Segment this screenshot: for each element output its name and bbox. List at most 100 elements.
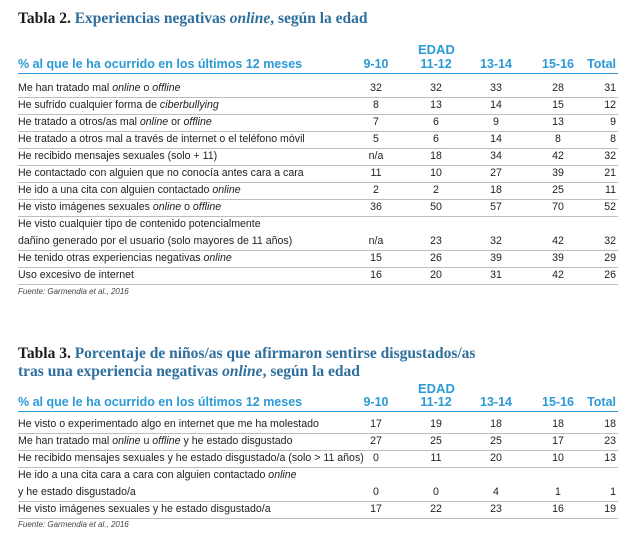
column-header: 9-10: [363, 395, 389, 409]
text-fragment: online: [139, 116, 169, 128]
table-cell: 25: [552, 184, 564, 196]
table-cell: 6: [433, 116, 439, 128]
row-label: He ido a una cita con alguien contactado…: [18, 184, 241, 196]
table-cell: 31: [490, 269, 502, 281]
table-row: He tenido otras experiencias negativas o…: [18, 250, 618, 268]
text-fragment: He recibido mensajes sexuales y he estad…: [18, 452, 364, 464]
table-row: He ido a una cita con alguien contactado…: [18, 182, 618, 200]
table-row: Me han tratado mal online o offline 32 32 3…: [18, 80, 618, 98]
table-cell: 13: [604, 452, 616, 464]
table-cell: 1: [555, 486, 561, 498]
table-cell: 42: [552, 235, 564, 247]
row-label: He tenido otras experiencias negativas o…: [18, 252, 232, 264]
table-cell: 27: [490, 167, 502, 179]
table-cell: 57: [490, 201, 502, 213]
row-label: Me han tratado mal online u offline y he…: [18, 435, 292, 447]
table-cell: 18: [430, 150, 442, 162]
text-fragment: offline: [152, 82, 181, 94]
text-fragment: Me han tratado mal: [18, 435, 113, 447]
table-cell: 5: [373, 133, 379, 145]
table-header-row: % al que le ha ocurrido en los últimos 1…: [18, 394, 618, 412]
table-cell: 14: [490, 133, 502, 145]
table-cell: 14: [490, 99, 502, 111]
row-label: Me han tratado mal online o offline: [18, 82, 181, 94]
row-label-line2: dañino generado por el usuario (solo may…: [18, 235, 292, 247]
row-label: He visto imágenes sexuales online o offl…: [18, 201, 221, 213]
text-fragment: online: [203, 252, 232, 264]
row-label: He tratado a otros mal a través de inter…: [18, 133, 305, 145]
row-label: He recibido mensajes sexuales y he estad…: [18, 452, 364, 464]
table-cell: 42: [552, 269, 564, 281]
text-fragment: offline: [183, 116, 212, 128]
text-fragment: He contactado con alguien que no conocía…: [18, 167, 304, 179]
caption-title: Experiencias negativas online, según la …: [75, 10, 368, 27]
table-cell: 0: [433, 486, 439, 498]
table-row: He visto o experimentado algo en interne…: [18, 416, 618, 434]
table-cell: 8: [555, 133, 561, 145]
text-fragment: online: [212, 184, 241, 196]
table-cell: 11: [430, 452, 442, 464]
text-fragment: Me han tratado mal: [18, 82, 113, 94]
table-cell: 22: [430, 503, 442, 515]
table-caption: Tabla 3. Porcentaje de niños/as que afir…: [18, 345, 618, 381]
table-cell: 13: [430, 99, 442, 111]
table-cell: 25: [490, 435, 502, 447]
table-row: He tratado a otros mal a través de inter…: [18, 131, 618, 149]
table-cell: 10: [430, 167, 442, 179]
text-fragment: He tratado a otros/as mal: [18, 116, 140, 128]
row-label: He recibido mensajes sexuales (solo + 11…: [18, 150, 217, 162]
table-row: He recibido mensajes sexuales (solo + 11…: [18, 148, 618, 166]
text-fragment: online: [152, 201, 182, 213]
age-group-heading: EDAD: [418, 42, 455, 57]
text-fragment: y he estado disgustado: [180, 435, 293, 447]
text-fragment: He ido a una cita con alguien contactado: [18, 184, 213, 196]
row-label: He visto o experimentado algo en interne…: [18, 418, 319, 430]
table-row: He visto cualquier tipo de contenido pot…: [18, 216, 618, 251]
header-label: % al que le ha ocurrido en los últimos 1…: [18, 57, 303, 71]
source-note: Fuente: Garmendia et al., 2016: [18, 287, 129, 296]
table-cell: 52: [604, 201, 616, 213]
table-cell: 18: [604, 418, 616, 430]
table-cell: 21: [604, 167, 616, 179]
table-row: He recibido mensajes sexuales y he estad…: [18, 450, 618, 468]
text-fragment: dañino generado por el usuario (solo may…: [18, 235, 293, 247]
table-header-row: % al que le ha ocurrido en los últimos 1…: [18, 56, 618, 74]
table-cell: 32: [604, 235, 616, 247]
table-cell: 26: [604, 269, 616, 281]
table-cell: 18: [490, 184, 502, 196]
table-cell: 17: [370, 418, 382, 430]
table-cell: 9: [493, 116, 499, 128]
header-label: % al que le ha ocurrido en los últimos 1…: [18, 395, 303, 409]
table-cell: 9: [610, 116, 616, 128]
table-cell: 20: [490, 452, 502, 464]
row-label-line2: y he estado disgustado/a: [18, 486, 136, 498]
text-fragment: online: [268, 469, 297, 481]
text-fragment: offline: [152, 435, 181, 447]
column-header: 15-16: [542, 395, 574, 409]
table-cell: 34: [490, 150, 502, 162]
table-cell: n/a: [368, 235, 384, 247]
table-cell: 20: [430, 269, 442, 281]
text-fragment: He sufrido cualquier forma de: [18, 99, 160, 111]
table-cell: 27: [370, 435, 382, 447]
table-cell: 39: [552, 252, 564, 264]
table-cell: 17: [552, 435, 564, 447]
row-label: He contactado con alguien que no conocía…: [18, 167, 304, 179]
caption-number: Tabla 2.: [18, 10, 71, 27]
row-label: He ido a una cita cara a cara con alguie…: [18, 469, 297, 481]
table-cell: 26: [430, 252, 442, 264]
text-fragment: He ido a una cita cara a cara con alguie…: [18, 469, 269, 481]
column-header: 11-12: [420, 57, 452, 71]
table-cell: 0: [373, 486, 379, 498]
caption-number: Tabla 3.: [18, 345, 71, 362]
text-fragment: Experiencias negativas: [74, 10, 230, 27]
table-cell: 33: [490, 82, 502, 94]
table-cell: 39: [490, 252, 502, 264]
text-fragment: online: [112, 435, 141, 447]
table-row: Me han tratado mal online u offline y he…: [18, 433, 618, 451]
table-cell: 8: [373, 99, 379, 111]
text-fragment: ciberbullying: [159, 99, 219, 111]
text-fragment: tras una experiencia negativas: [18, 363, 223, 380]
table-cell: 11: [370, 167, 382, 179]
row-label: Uso excesivo de internet: [18, 269, 134, 281]
